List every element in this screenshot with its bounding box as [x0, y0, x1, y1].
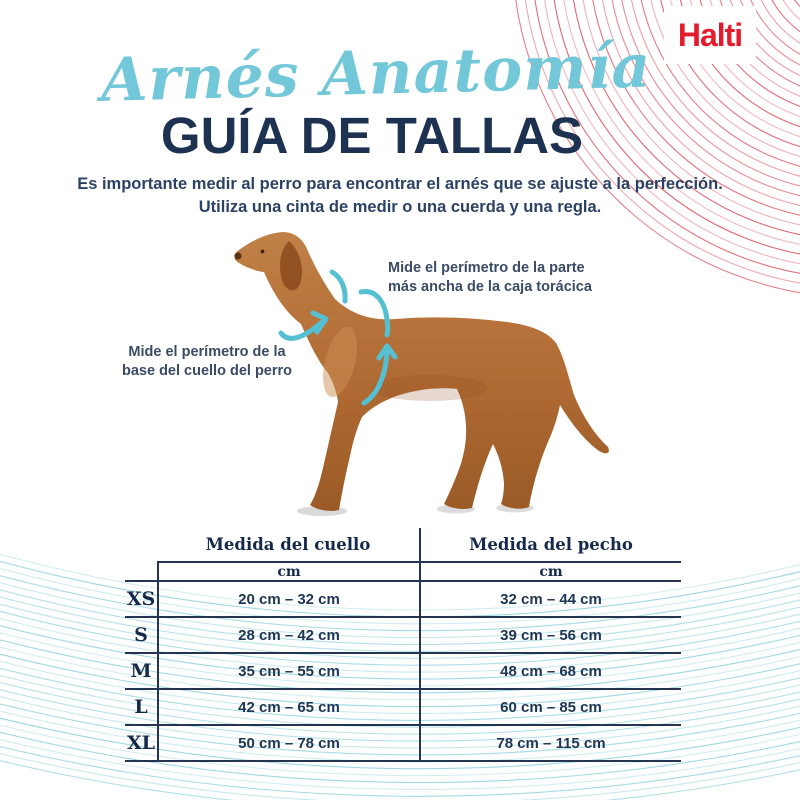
size-label-xl: XL [125, 726, 157, 762]
page-title: GUÍA DE TALLAS [160, 107, 584, 164]
dog-belly-shade [372, 375, 488, 401]
neck-range-s: 28 cm – 42 cm [157, 618, 419, 654]
dog-nose [234, 252, 242, 260]
chest-unit-label: cm [419, 561, 681, 582]
neck-range-m: 35 cm – 55 cm [157, 654, 419, 690]
size-label-s: S [125, 618, 157, 654]
intro-text: Es importante medir al perro para encont… [0, 173, 800, 219]
neck-measure-label-line2: base del cuello del perro [121, 363, 293, 379]
size-table: Medida del cuello Medida del pecho cm cm… [125, 528, 681, 762]
dog-chest-highlight [323, 326, 357, 398]
chest-measure-arrow [358, 289, 398, 406]
neck-measure-arrow [278, 269, 348, 341]
script-title: Arnés Anatomía [99, 31, 653, 116]
chest-range-l: 60 cm – 85 cm [419, 690, 681, 726]
chest-range-m: 48 cm – 68 cm [419, 654, 681, 690]
dog-body [234, 232, 609, 511]
chest-range-xs: 32 cm – 44 cm [419, 582, 681, 618]
neck-column-header: Medida del cuello [205, 535, 371, 554]
chest-range-s: 39 cm – 56 cm [419, 618, 681, 654]
chest-range-xl: 78 cm – 115 cm [419, 726, 681, 762]
intro-line-2: Utiliza una cinta de medir o una cuerda … [198, 198, 602, 216]
table-corner-blank [125, 528, 157, 561]
chest-column-header: Medida del pecho [419, 528, 681, 561]
neck-range-xs: 20 cm – 32 cm [157, 582, 419, 618]
size-label-xs: XS [125, 582, 157, 618]
neck-measure-label-line1: Mide el perímetro de la [128, 344, 286, 360]
chest-measure-label-line1: Mide el perímetro de la parte [388, 260, 585, 276]
intro-line-1: Es importante medir al perro para encont… [77, 175, 723, 193]
unit-row-blank [125, 561, 157, 582]
size-label-m: M [125, 654, 157, 690]
neck-measure-label: Mide el perímetro de la base del cuello … [114, 343, 300, 381]
dog-illustration [234, 232, 609, 516]
chest-measure-label: Mide el perímetro de la parte más ancha … [388, 259, 628, 297]
halti-logo-text: Halti [677, 16, 743, 53]
dog-eye [260, 249, 265, 254]
size-label-l: L [125, 690, 157, 726]
dog-ear [280, 241, 302, 291]
neck-range-xl: 50 cm – 78 cm [157, 726, 419, 762]
chest-measure-label-line2: más ancha de la caja torácica [388, 279, 592, 295]
neck-range-l: 42 cm – 65 cm [157, 690, 419, 726]
halti-logo: Halti [664, 6, 756, 64]
neck-unit-label: cm [157, 561, 419, 582]
